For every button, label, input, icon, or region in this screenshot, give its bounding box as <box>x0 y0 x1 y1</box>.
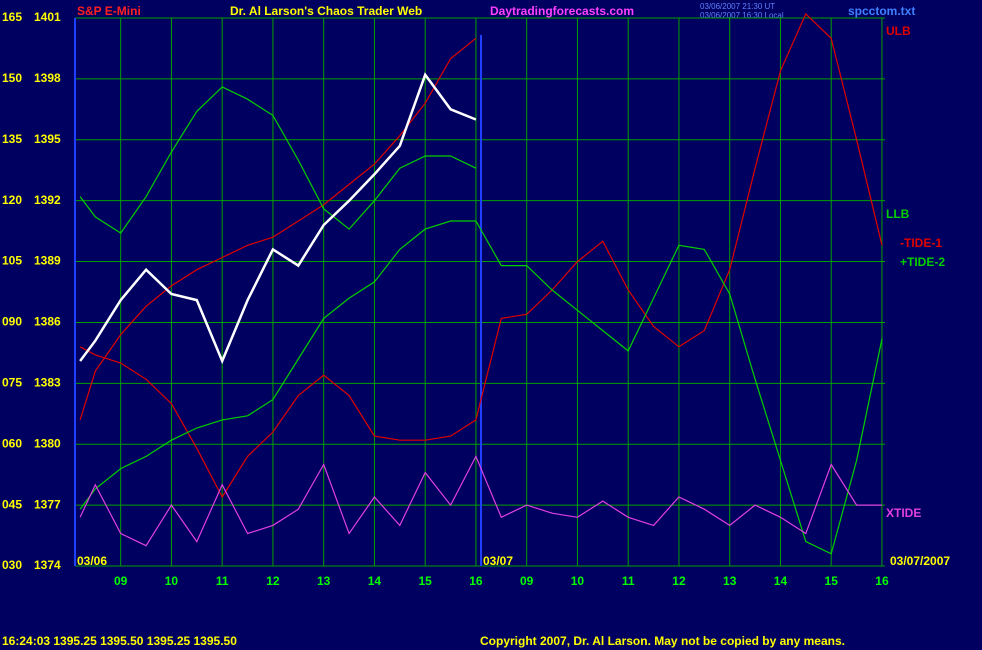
x-tick-label: 12 <box>266 574 280 588</box>
instrument: S&P E-Mini <box>77 4 141 18</box>
series-line <box>79 220 883 555</box>
y2-tick-label: 1377 <box>34 497 61 511</box>
y-tick-label: 090 <box>2 315 22 329</box>
series-line <box>79 72 477 365</box>
series-line <box>79 12 883 499</box>
x-tick-label: 16 <box>469 574 483 588</box>
chart-title: Dr. Al Larson's Chaos Trader Web <box>230 4 422 18</box>
legend-entry: ULB <box>886 24 911 38</box>
y2-tick-label: 1389 <box>34 254 61 268</box>
x-tick-label: 12 <box>672 574 686 588</box>
y-tick-label: 030 <box>2 558 22 572</box>
y2-tick-label: 1374 <box>34 558 61 572</box>
timestamp: 03/06/2007 21:30 UT <box>700 2 775 11</box>
legend-entry: XTIDE <box>886 506 921 520</box>
x-tick-label: 15 <box>825 574 839 588</box>
status-line: 16:24:03 1395.25 1395.50 1395.25 1395.50 <box>2 634 237 648</box>
x-tick-label: 11 <box>216 574 229 588</box>
x-tick-label: 14 <box>368 574 382 588</box>
y-tick-label: 045 <box>2 497 22 511</box>
y-tick-label: 165 <box>2 10 22 24</box>
date-label: 03/07 <box>483 554 513 568</box>
file-name: spcctom.txt <box>848 4 915 18</box>
y-tick-label: 060 <box>2 436 22 450</box>
date-label: 03/06 <box>77 554 107 568</box>
y2-tick-label: 1395 <box>34 132 61 146</box>
date-label: 03/07/2007 <box>890 554 950 568</box>
legend-entry: LLB <box>886 207 910 221</box>
legend-entry: -TIDE-1 <box>900 236 942 250</box>
y2-tick-label: 1383 <box>34 376 61 390</box>
x-tick-label: 09 <box>520 574 534 588</box>
x-tick-label: 14 <box>774 574 788 588</box>
timestamp: 03/06/2007 16:30 Local <box>700 11 784 20</box>
series-line <box>79 454 882 547</box>
y-tick-label: 150 <box>2 71 22 85</box>
y2-tick-label: 1401 <box>34 10 61 24</box>
y-tick-label: 105 <box>2 254 22 268</box>
x-tick-label: 16 <box>875 574 889 588</box>
copyright: Copyright 2007, Dr. Al Larson. May not b… <box>480 634 845 648</box>
series-line <box>79 86 477 234</box>
y2-tick-label: 1386 <box>34 315 61 329</box>
x-tick-label: 11 <box>622 574 635 588</box>
site: Daytradingforecasts.com <box>490 4 634 18</box>
x-tick-label: 10 <box>571 574 585 588</box>
x-tick-label: 13 <box>317 574 331 588</box>
y-tick-label: 075 <box>2 376 22 390</box>
y-tick-label: 135 <box>2 132 22 146</box>
x-tick-label: 10 <box>165 574 179 588</box>
x-tick-label: 13 <box>723 574 737 588</box>
y-tick-label: 120 <box>2 193 22 207</box>
y2-tick-label: 1398 <box>34 71 61 85</box>
x-tick-label: 15 <box>419 574 433 588</box>
y2-tick-label: 1380 <box>34 436 61 450</box>
legend-entry: +TIDE-2 <box>900 255 945 269</box>
y2-tick-label: 1392 <box>34 193 61 207</box>
x-tick-label: 09 <box>114 574 128 588</box>
